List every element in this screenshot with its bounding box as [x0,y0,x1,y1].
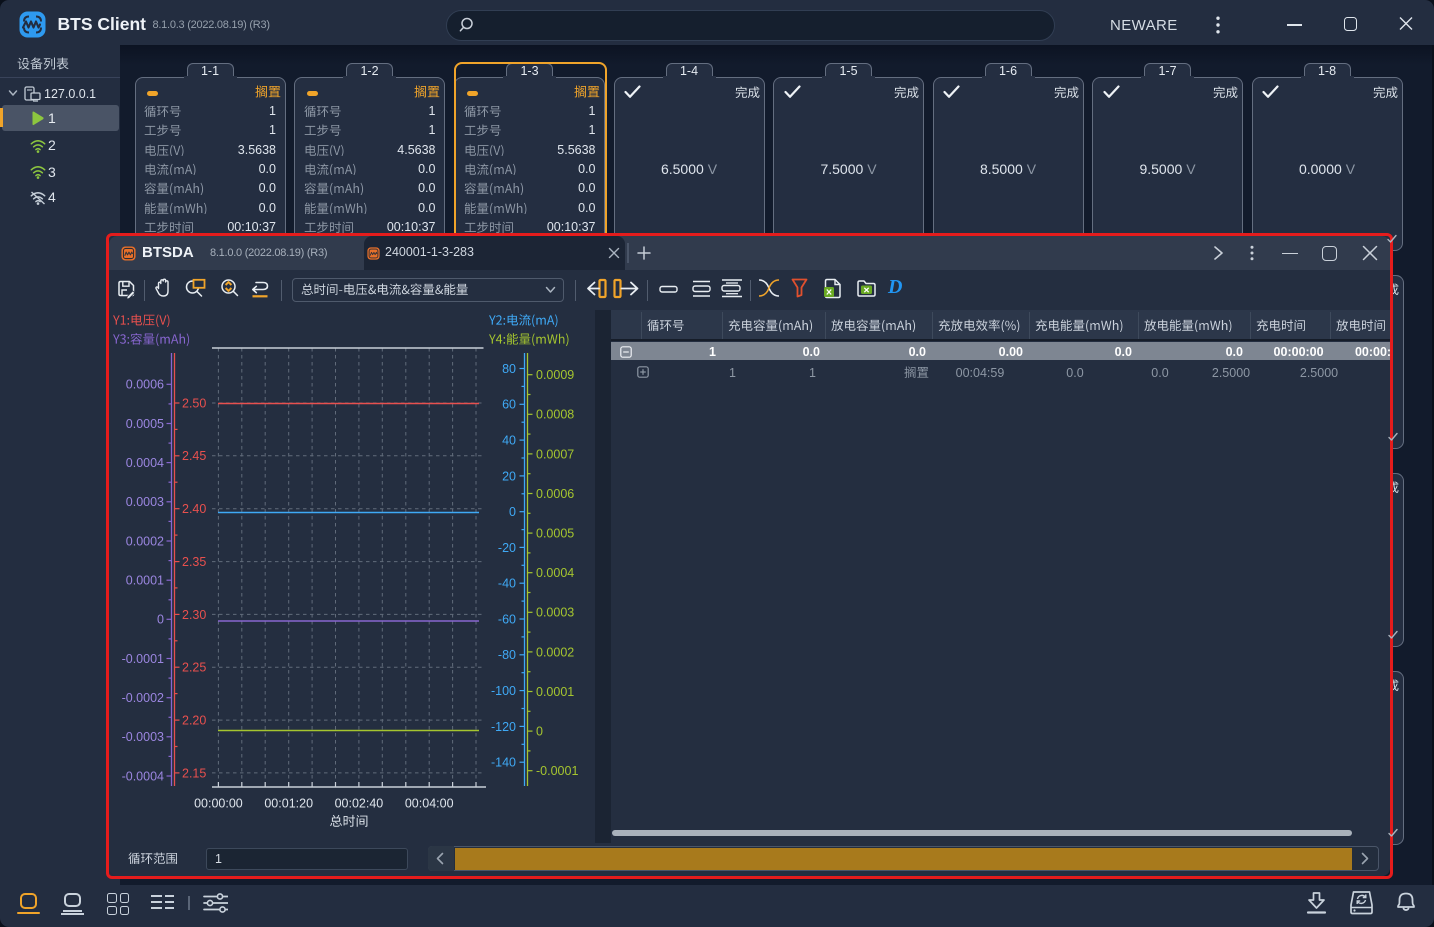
svg-text:-40: -40 [498,577,516,591]
svg-text:-0.0001: -0.0001 [536,764,578,778]
svg-text:-0.0003: -0.0003 [122,730,164,744]
svg-text:0.0008: 0.0008 [536,408,574,422]
svg-text:-80: -80 [498,648,516,662]
svg-text:0.0004: 0.0004 [126,456,164,470]
svg-text:0.0006: 0.0006 [536,487,574,501]
svg-text:2.25: 2.25 [182,661,206,675]
svg-text:0.0006: 0.0006 [126,378,164,392]
svg-text:-120: -120 [491,720,516,734]
svg-text:80: 80 [502,362,516,376]
svg-text:0.0001: 0.0001 [536,685,574,699]
svg-text:0.0009: 0.0009 [536,368,574,382]
svg-text:0.0001: 0.0001 [126,574,164,588]
svg-text:-20: -20 [498,541,516,555]
svg-text:0.0007: 0.0007 [536,447,574,461]
svg-text:40: 40 [502,434,516,448]
svg-text:-0.0004: -0.0004 [122,769,164,783]
svg-text:0.0002: 0.0002 [126,534,164,548]
svg-text:0.0005: 0.0005 [536,527,574,541]
svg-text:0.0003: 0.0003 [126,495,164,509]
svg-text:-60: -60 [498,612,516,626]
svg-text:0.0002: 0.0002 [536,645,574,659]
svg-text:0.0004: 0.0004 [536,566,574,580]
svg-text:2.50: 2.50 [182,396,206,410]
svg-text:60: 60 [502,398,516,412]
svg-text:2.30: 2.30 [182,608,206,622]
svg-text:-0.0002: -0.0002 [122,691,164,705]
svg-text:2.15: 2.15 [182,766,206,780]
svg-text:0.0005: 0.0005 [126,417,164,431]
svg-text:2.20: 2.20 [182,714,206,728]
svg-text:0.0003: 0.0003 [536,606,574,620]
svg-text:0: 0 [536,725,543,739]
svg-text:2.35: 2.35 [182,555,206,569]
svg-text:00:01:20: 00:01:20 [264,797,313,811]
svg-text:2.45: 2.45 [182,449,206,463]
svg-text:0: 0 [509,505,516,519]
svg-text:-0.0001: -0.0001 [122,652,164,666]
svg-text:00:04:00: 00:04:00 [405,797,454,811]
svg-text:-140: -140 [491,756,516,770]
svg-text:00:00:00: 00:00:00 [194,797,243,811]
svg-text:00:02:40: 00:02:40 [335,797,384,811]
svg-text:-100: -100 [491,684,516,698]
svg-text:0: 0 [157,613,164,627]
svg-text:2.40: 2.40 [182,502,206,516]
svg-text:20: 20 [502,469,516,483]
